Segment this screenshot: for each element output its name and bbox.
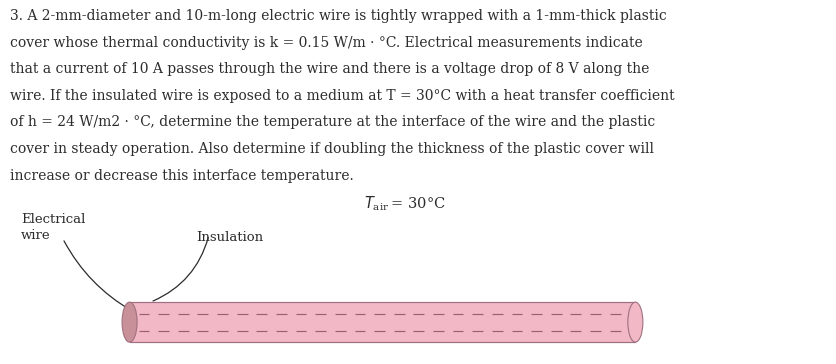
- Text: increase or decrease this interface temperature.: increase or decrease this interface temp…: [10, 169, 354, 182]
- Text: cover whose thermal conductivity is k = 0.15 W/m · °C. Electrical measurements i: cover whose thermal conductivity is k = …: [10, 36, 643, 50]
- Ellipse shape: [122, 302, 137, 342]
- Text: cover in steady operation. Also determine if doubling the thickness of the plast: cover in steady operation. Also determin…: [10, 142, 654, 156]
- Bar: [130, 302, 635, 342]
- Text: wire. If the insulated wire is exposed to a medium at T = 30°C with a heat trans: wire. If the insulated wire is exposed t…: [10, 89, 675, 103]
- Text: that a current of 10 A passes through the wire and there is a voltage drop of 8 : that a current of 10 A passes through th…: [10, 62, 650, 76]
- Text: $T_{\mathregular{air}}$ = 30°C: $T_{\mathregular{air}}$ = 30°C: [364, 194, 446, 213]
- Text: Electrical
wire: Electrical wire: [21, 213, 85, 242]
- Text: Insulation: Insulation: [196, 231, 263, 244]
- Text: of h = 24 W/m2 · °C, determine the temperature at the interface of the wire and : of h = 24 W/m2 · °C, determine the tempe…: [10, 115, 655, 129]
- Text: 3. A 2-mm-diameter and 10-m-long electric wire is tightly wrapped with a 1-mm-th: 3. A 2-mm-diameter and 10-m-long electri…: [10, 9, 667, 23]
- Ellipse shape: [628, 302, 643, 342]
